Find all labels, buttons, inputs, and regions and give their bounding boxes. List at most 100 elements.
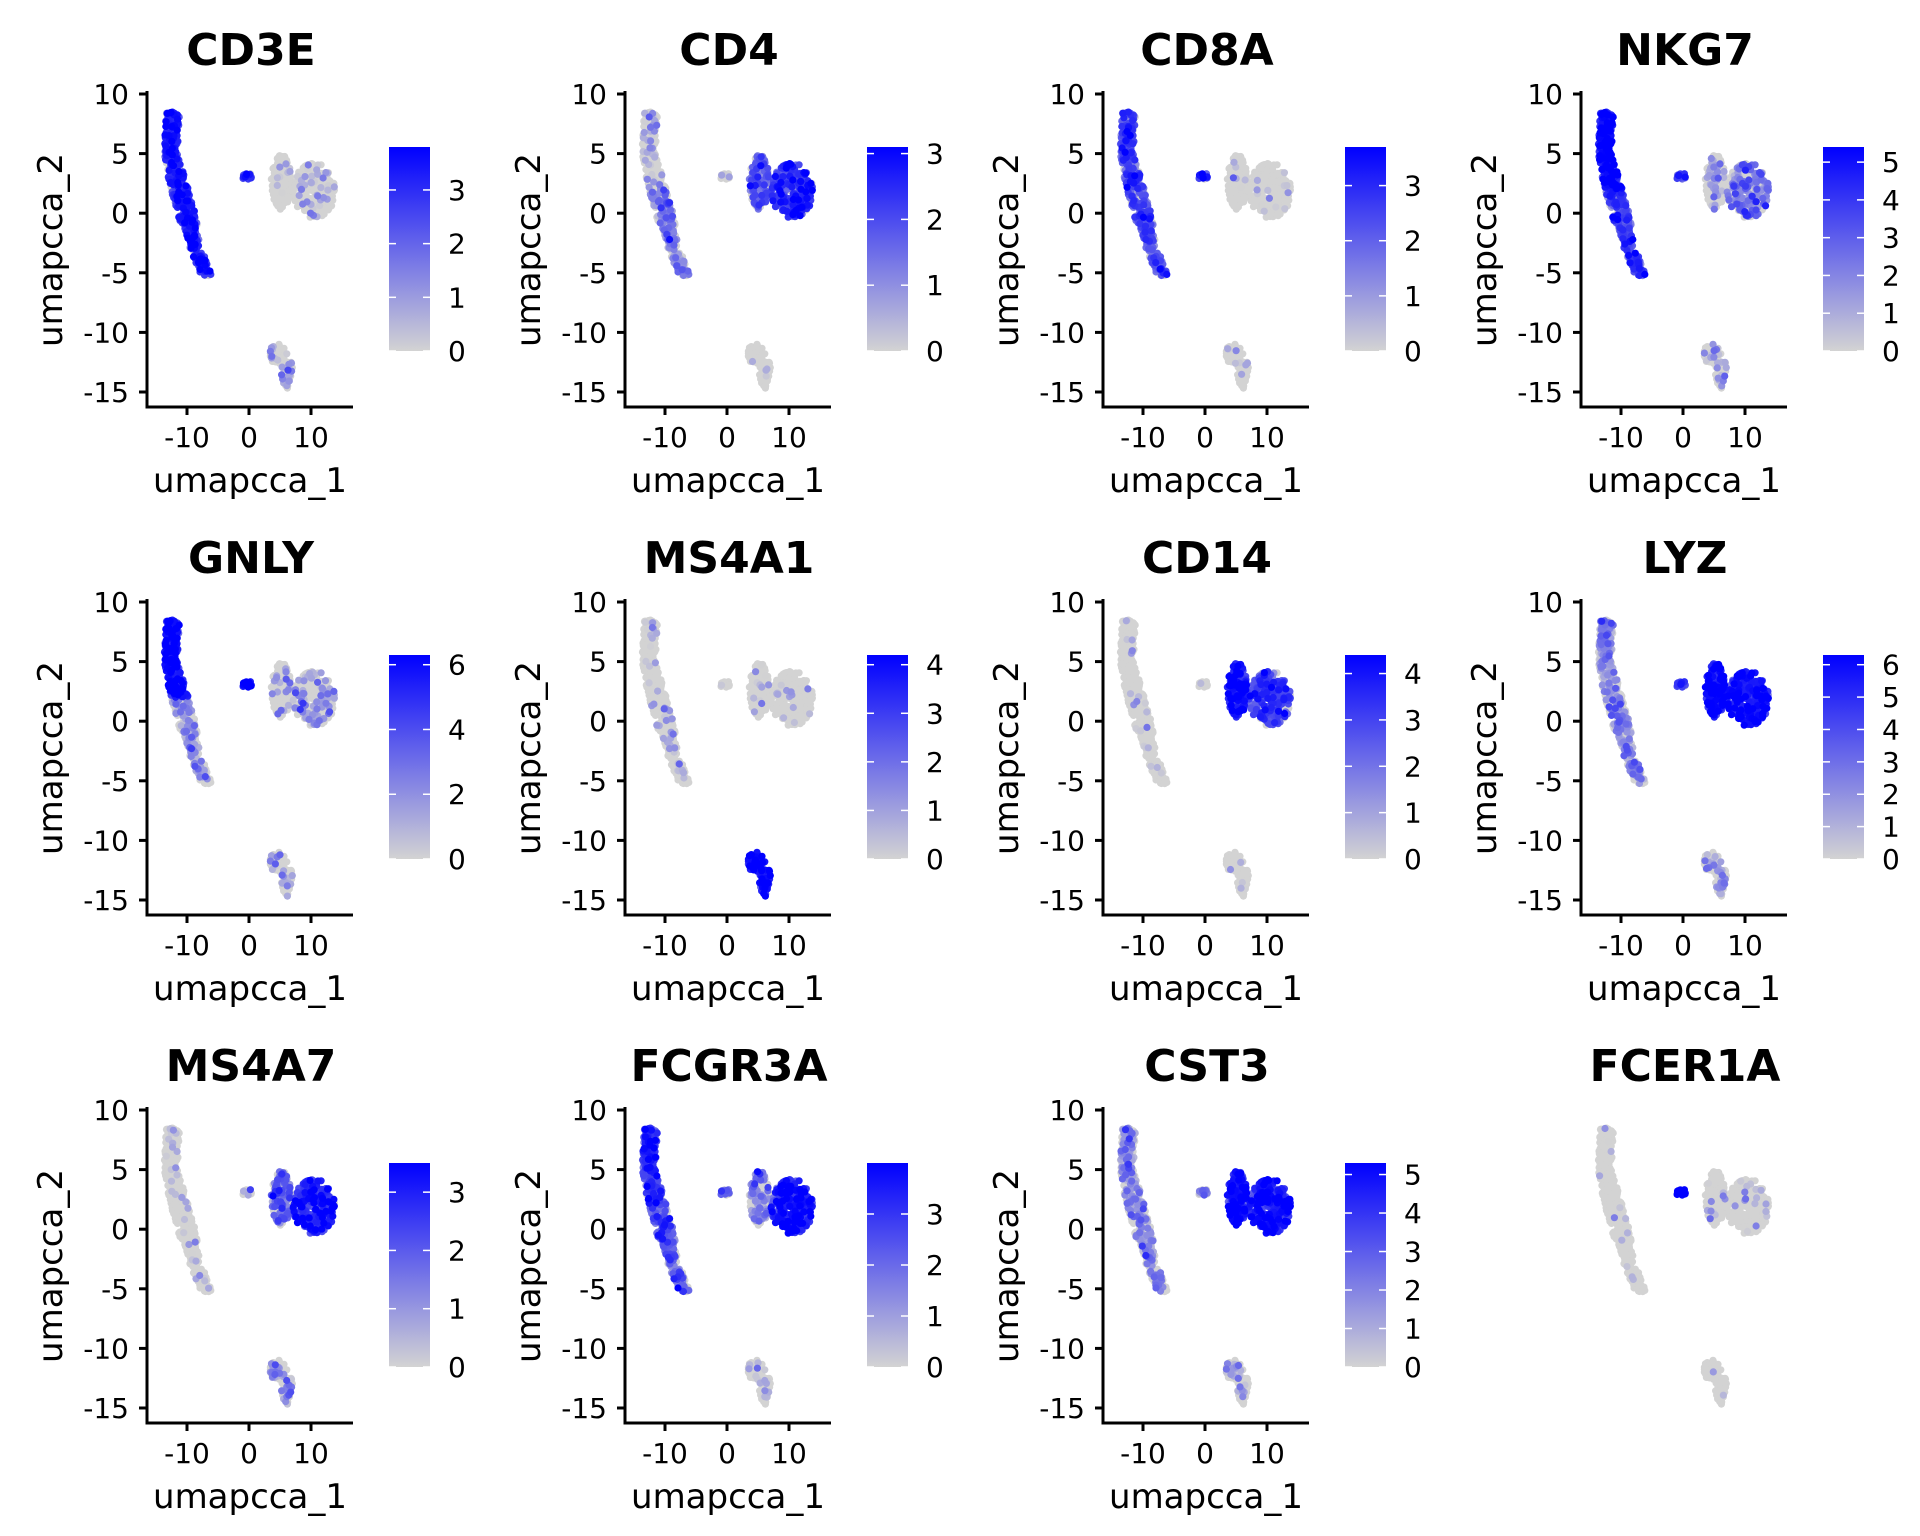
cell-point: [319, 174, 327, 182]
cell-point: [174, 197, 182, 205]
x-tick-label: -10: [1120, 421, 1166, 454]
cell-point: [1603, 134, 1611, 143]
cell-point: [808, 186, 816, 194]
x-tick-label: 0: [240, 421, 258, 454]
x-axis-label: umapcca_1: [631, 461, 825, 501]
cell-point: [1142, 235, 1150, 244]
cell-point: [1130, 196, 1138, 205]
y-tick-label: -10: [83, 316, 129, 349]
x-tick-label: 10: [771, 421, 807, 454]
cell-point: [1224, 345, 1232, 353]
cell-point: [283, 350, 291, 358]
colorbar-tick-label: 1: [1882, 297, 1900, 330]
colorbar-tick-label: 0: [1882, 335, 1900, 368]
cell-point: [182, 182, 190, 190]
x-tick-label: -10: [1598, 421, 1644, 454]
cell-point: [802, 188, 810, 196]
x-tick-label: -10: [164, 421, 210, 454]
cell-point: [1716, 160, 1724, 168]
cell-point: [168, 137, 176, 145]
cell-point: [278, 371, 286, 379]
cell-point: [643, 175, 651, 183]
cell-point: [206, 267, 214, 275]
cell-point: [1757, 170, 1765, 178]
cell-point: [273, 174, 281, 182]
cell-point: [184, 197, 192, 205]
cell-point: [1199, 174, 1207, 182]
cell-point: [167, 178, 175, 187]
cell-point: [1725, 196, 1733, 204]
cell-point: [1675, 171, 1683, 179]
cell-point: [755, 201, 763, 209]
cell-point: [1752, 198, 1760, 206]
cell-point: [1629, 236, 1637, 244]
cell-point: [1140, 201, 1148, 209]
cell-point: [1129, 116, 1137, 125]
y-tick-label: -15: [1039, 376, 1085, 409]
cell-point: [725, 173, 733, 181]
x-tick-label: -10: [642, 421, 688, 454]
colorbar-tick-label: 0: [1404, 335, 1422, 368]
points: [1594, 108, 1772, 392]
cell-point: [640, 128, 648, 137]
cell-point: [285, 377, 293, 385]
x-axis-label: umapcca_1: [153, 969, 347, 1009]
cell-point: [317, 184, 325, 192]
y-tick-label: -10: [561, 316, 607, 349]
y-axis-label: umapcca_2: [1465, 153, 1505, 347]
cell-point: [189, 216, 197, 224]
points: [1116, 108, 1294, 392]
cell-point: [278, 189, 286, 197]
panel-title: NKG7: [1616, 25, 1754, 76]
y-tick-label: -10: [1039, 316, 1085, 349]
cell-point: [1596, 129, 1604, 137]
cell-point: [789, 195, 797, 204]
points: [160, 108, 338, 392]
colorbar: [867, 147, 908, 351]
x-axis-label: umapcca_1: [1587, 461, 1781, 501]
cell-point: [316, 202, 324, 210]
cell-point: [1625, 224, 1633, 232]
cell-point: [656, 219, 664, 227]
cell-point: [762, 358, 770, 366]
cell-point: [1243, 359, 1252, 367]
cell-point: [1257, 164, 1265, 172]
cell-point: [175, 188, 183, 196]
cell-point: [1118, 122, 1126, 131]
cell-point: [168, 151, 176, 159]
y-tick-label: 0: [1545, 197, 1563, 230]
cell-point: [325, 205, 333, 213]
cell-point: [187, 244, 195, 252]
y-tick-label: -15: [561, 376, 607, 409]
cell-point: [653, 164, 661, 172]
panel-title: CD8A: [1140, 25, 1273, 76]
cell-point: [666, 199, 674, 207]
cell-point: [648, 188, 657, 196]
cell-point: [1733, 200, 1741, 208]
colorbar-tick-label: 3: [1882, 222, 1900, 255]
y-tick-label: 10: [1049, 78, 1085, 111]
cell-point: [1730, 182, 1738, 190]
cell-point: [1745, 176, 1753, 184]
cell-point: [169, 161, 177, 169]
x-tick-label: 10: [293, 421, 329, 454]
cell-point: [1613, 201, 1621, 209]
cell-point: [1232, 347, 1240, 355]
colorbar-tick-label: 5: [1882, 146, 1900, 179]
cell-point: [281, 177, 289, 185]
panel-title: CD3E: [186, 25, 316, 76]
cell-point: [1283, 182, 1291, 190]
colorbar-tick-label: 0: [448, 335, 466, 368]
cell-point: [1281, 205, 1289, 213]
colorbar-tick-label: 2: [1404, 225, 1422, 258]
cell-point: [647, 137, 655, 145]
cell-point: [1622, 202, 1630, 210]
cell-point: [1163, 270, 1171, 278]
y-tick-label: 10: [93, 78, 129, 111]
cell-point: [1123, 183, 1131, 191]
cell-point: [1253, 176, 1261, 184]
cell-point: [657, 204, 665, 212]
